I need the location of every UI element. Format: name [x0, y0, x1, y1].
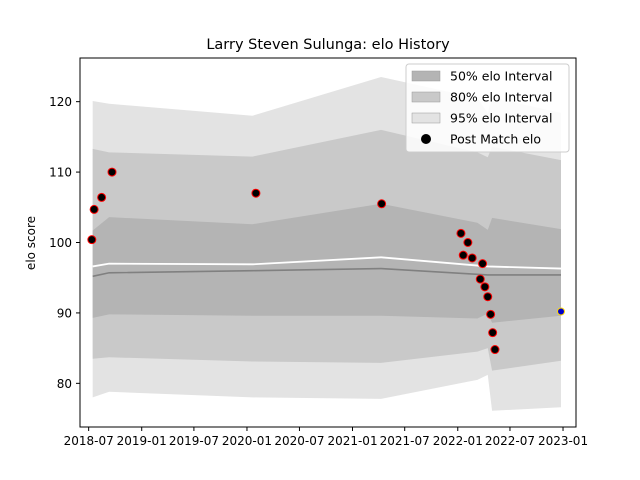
y-tick-label: 120 [49, 95, 72, 109]
x-axis: 2018-07 2019-01 2019-07 2020-01 2020-07 2021-… [64, 427, 588, 448]
x-tick-label: 2022-07 [485, 434, 535, 448]
post-match-point [458, 250, 468, 260]
current-elo-point [557, 307, 565, 316]
x-tick-label: 2023-01 [538, 434, 588, 448]
post-match-point [478, 259, 488, 269]
post-match-point [251, 188, 261, 198]
legend-label: 50% elo Interval [450, 69, 552, 84]
post-match-point [475, 274, 485, 284]
x-tick-label: 2020-01 [222, 434, 272, 448]
post-match-point [467, 253, 477, 263]
y-tick-label: 90 [57, 306, 72, 320]
post-match-point [483, 292, 493, 302]
legend-label: 95% elo Interval [450, 111, 552, 126]
x-tick-label: 2021-07 [380, 434, 430, 448]
post-match-point [490, 345, 500, 355]
y-tick-label: 100 [49, 236, 72, 250]
post-match-point [456, 228, 466, 238]
y-tick-label: 80 [57, 377, 72, 391]
legend-swatch [411, 91, 441, 103]
post-match-point [107, 167, 117, 177]
post-match-point [486, 309, 496, 319]
trend-lines [92, 256, 562, 278]
x-tick-label: 2021-01 [327, 434, 377, 448]
band-50-interval [92, 203, 561, 323]
post-match-point [89, 204, 99, 214]
y-tick-label: 110 [49, 166, 72, 180]
x-tick-label: 2019-07 [169, 434, 219, 448]
plot-area [87, 77, 565, 411]
interval-bands [92, 77, 561, 411]
post-match-point [463, 238, 473, 247]
legend-box [405, 63, 570, 153]
post-match-points [87, 167, 565, 355]
legend: 50% elo Interval 80% elo Interval 95% elo … [405, 63, 570, 153]
post-match-point [488, 328, 498, 338]
x-tick-label: 2018-07 [64, 434, 114, 448]
legend-swatch [411, 112, 441, 124]
median-line [92, 267, 561, 278]
y-axis-label: elo score [24, 216, 38, 270]
post-match-point [87, 235, 97, 245]
legend-label: 80% elo Interval [450, 90, 552, 105]
y-axis: 80 90 100 110 120 [49, 95, 80, 391]
legend-marker [421, 134, 431, 144]
mean-line [92, 256, 562, 270]
post-match-point [97, 192, 107, 202]
post-match-point [480, 282, 490, 292]
x-tick-label: 2020-07 [274, 434, 324, 448]
x-tick-label: 2019-01 [117, 434, 167, 448]
chart-title: Larry Steven Sulunga: elo History [206, 37, 450, 53]
post-match-point [377, 199, 387, 209]
legend-label: Post Match elo [450, 132, 541, 147]
legend-swatch [411, 70, 441, 82]
x-tick-label: 2022-01 [433, 434, 483, 448]
